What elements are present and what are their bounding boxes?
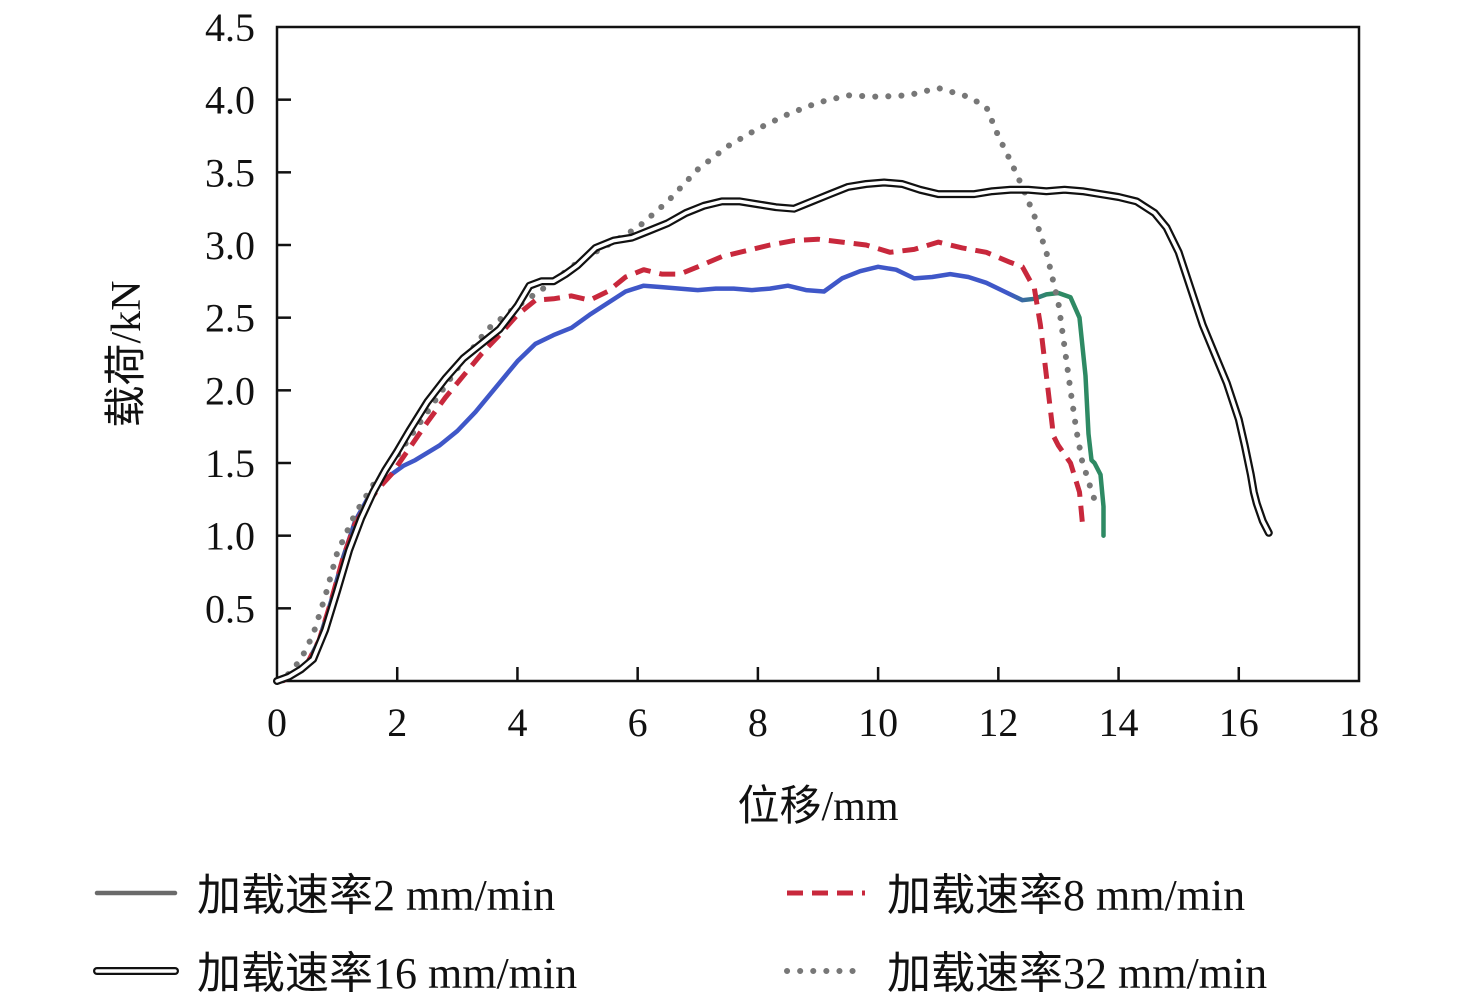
- x-axis-ticks: 0 2 4 6 8 10 12 14 16 18: [267, 667, 1379, 745]
- x-tick-label: 12: [978, 700, 1018, 745]
- x-tick-label: 6: [628, 700, 648, 745]
- legend-label: 加载速率16 mm/min: [197, 949, 577, 998]
- plot-frame: [275, 25, 1361, 683]
- series-16mm-line-inner: [275, 180, 1271, 683]
- x-tick-label: 10: [858, 700, 898, 745]
- series-2mm-line: [280, 264, 1106, 684]
- legend-item-16mm: 加载速率16 mm/min: [93, 949, 577, 998]
- y-axis-title: 载荷/kN: [104, 280, 150, 427]
- x-tick-label: 0: [267, 700, 287, 745]
- x-tick-label: 8: [748, 700, 768, 745]
- series-8mm-line: [281, 236, 1085, 684]
- series-16mm-line: [273, 178, 1273, 685]
- y-tick-label: 1.0: [205, 514, 255, 559]
- legend-label: 加载速率2 mm/min: [197, 871, 555, 920]
- y-axis-ticks: 0.5 1.0 1.5 2.0 2.5 3.0 3.5 4.0 4.5: [205, 5, 291, 631]
- plot-border: [275, 25, 1361, 683]
- y-tick-label: 4.0: [205, 78, 255, 123]
- legend-item-32mm: 加载速率32 mm/min: [784, 949, 1267, 998]
- x-axis-title: 位移/mm: [737, 783, 898, 830]
- y-tick-label: 2.5: [205, 296, 255, 341]
- x-tick-label: 2: [387, 700, 407, 745]
- y-tick-label: 1.5: [205, 441, 255, 486]
- legend: 加载速率2 mm/min 加载速率8 mm/min 加载速率16 mm/min 加载速…: [93, 871, 1267, 998]
- x-tick-label: 18: [1339, 700, 1379, 745]
- legend-item-8mm: 加载速率8 mm/min: [787, 871, 1245, 920]
- y-tick-label: 3.0: [205, 223, 255, 268]
- x-tick-label: 14: [1099, 700, 1139, 745]
- y-tick-label: 2.0: [205, 368, 255, 413]
- legend-label: 加载速率8 mm/min: [887, 871, 1245, 920]
- series-layer: [273, 85, 1273, 685]
- series-32mm-line: [274, 85, 1101, 684]
- y-tick-label: 4.5: [205, 5, 255, 50]
- x-tick-label: 16: [1219, 700, 1259, 745]
- legend-item-2mm: 加载速率2 mm/min: [94, 871, 555, 920]
- legend-label: 加载速率32 mm/min: [887, 949, 1267, 998]
- x-tick-label: 4: [507, 700, 527, 745]
- y-tick-label: 0.5: [205, 586, 255, 631]
- y-tick-label: 3.5: [205, 150, 255, 195]
